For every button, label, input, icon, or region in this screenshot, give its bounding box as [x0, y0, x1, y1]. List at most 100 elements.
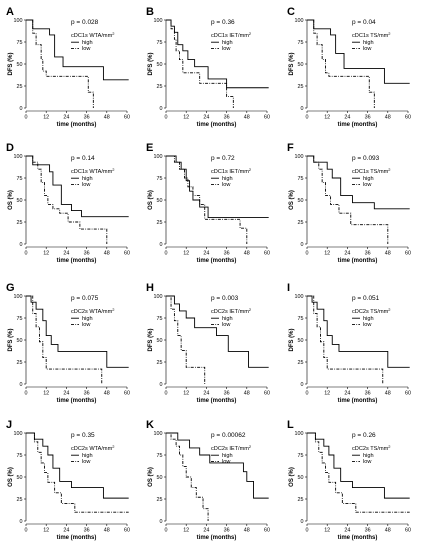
legend-label-high: high — [222, 316, 233, 322]
y-tick-label: 25 — [298, 220, 304, 226]
y-tick-label: 0 — [160, 519, 163, 525]
p-value-label: p = 0.003 — [211, 295, 239, 302]
x-tick-label: 60 — [405, 391, 411, 397]
p-value-label: p = 0.075 — [71, 295, 99, 302]
km-panel-l: L 0 25 50 75 100 0 12 24 36 48 60 OS (%) time (months… — [287, 419, 411, 541]
x-tick-label: 12 — [183, 528, 189, 534]
y-axis-label: OS (%) — [289, 467, 295, 487]
y-tick-label: 75 — [17, 316, 23, 322]
km-curve-high — [26, 155, 129, 218]
km-curve-low — [166, 295, 206, 384]
km-panel-e: E 0 25 50 75 100 0 12 24 36 48 60 OS (%) time (months… — [146, 142, 270, 264]
y-tick-label: 100 — [154, 18, 163, 24]
p-value-label: p = 0.051 — [352, 295, 380, 302]
legend-title: cDC2s WTA/mm2 — [71, 307, 115, 316]
x-tick-label: 48 — [104, 115, 110, 121]
x-tick-label: 12 — [324, 391, 330, 397]
y-tick-label: 0 — [301, 519, 304, 525]
y-tick-label: 100 — [14, 431, 23, 437]
x-tick-label: 48 — [104, 528, 110, 534]
x-tick-label: 0 — [306, 115, 309, 121]
x-tick-label: 36 — [365, 391, 371, 397]
y-tick-label: 75 — [17, 453, 23, 459]
y-axis-label: DFS (%) — [8, 329, 14, 352]
p-value-label: p = 0.72 — [211, 155, 235, 162]
y-tick-label: 75 — [157, 176, 163, 182]
x-tick-label: 48 — [385, 115, 391, 121]
y-tick-label: 100 — [295, 18, 304, 24]
x-tick-label: 48 — [244, 528, 250, 534]
y-tick-label: 25 — [157, 220, 163, 226]
legend-label-high: high — [82, 40, 93, 46]
x-tick-label: 36 — [84, 251, 90, 257]
km-panel-c: C 0 25 50 75 100 0 12 24 36 48 60 DFS (%) time (month… — [287, 6, 411, 128]
km-curve-low — [26, 432, 129, 513]
legend-label-low: low — [82, 46, 91, 52]
y-tick-label: 75 — [298, 176, 304, 182]
x-tick-label: 24 — [63, 115, 69, 121]
legend-label-low: low — [222, 46, 231, 52]
x-tick-label: 60 — [264, 528, 270, 534]
x-tick-label: 60 — [124, 528, 130, 534]
x-tick-label: 0 — [165, 115, 168, 121]
x-tick-label: 60 — [264, 391, 270, 397]
legend-label-low: low — [82, 182, 91, 188]
legend-label-high: high — [82, 176, 93, 182]
legend-label-high: high — [222, 40, 233, 46]
km-curve-high — [307, 432, 410, 499]
p-value-label: p = 0.26 — [352, 432, 376, 439]
y-axis-label: OS (%) — [8, 467, 14, 487]
km-curve-low — [26, 155, 108, 244]
panel-letter: C — [287, 6, 295, 18]
km-curve-low — [307, 155, 389, 244]
panel-letter: F — [287, 142, 294, 154]
km-curve-high — [26, 295, 129, 368]
km-curve-low — [307, 432, 410, 513]
km-panel-h: H 0 25 50 75 100 0 12 24 36 48 60 DFS (%) time (month… — [146, 282, 270, 404]
x-tick-label: 0 — [165, 251, 168, 257]
y-tick-label: 25 — [298, 84, 304, 90]
x-tick-label: 36 — [365, 115, 371, 121]
x-tick-label: 48 — [104, 391, 110, 397]
y-tick-label: 100 — [295, 154, 304, 160]
legend-title: cDC1s WTA/mm2 — [71, 31, 115, 40]
x-axis-label: time (months) — [197, 398, 237, 404]
y-tick-label: 100 — [154, 431, 163, 437]
x-axis-label: time (months) — [338, 535, 378, 541]
x-tick-label: 12 — [183, 391, 189, 397]
km-panel-a: A 0 25 50 75 100 0 12 24 36 48 60 DFS (%) time (month… — [6, 6, 130, 128]
y-axis-label: DFS (%) — [148, 53, 154, 76]
x-tick-label: 24 — [63, 391, 69, 397]
y-tick-label: 50 — [298, 338, 304, 344]
y-tick-label: 100 — [14, 154, 23, 160]
p-value-label: p = 0.093 — [352, 155, 380, 162]
legend-label-high: high — [222, 453, 233, 459]
km-curve-high — [166, 295, 269, 368]
km-curve-low — [166, 155, 248, 244]
y-axis-label: OS (%) — [8, 190, 14, 210]
x-tick-label: 0 — [25, 391, 28, 397]
x-tick-label: 60 — [405, 251, 411, 257]
legend-label-high: high — [82, 316, 93, 322]
panel-letter: L — [287, 419, 294, 431]
y-tick-label: 0 — [20, 519, 23, 525]
x-axis-label: time (months) — [338, 258, 378, 264]
y-tick-label: 0 — [160, 106, 163, 112]
km-panel-j: J 0 25 50 75 100 0 12 24 36 48 60 OS (%) time (months… — [6, 419, 130, 541]
x-tick-label: 60 — [405, 528, 411, 534]
y-tick-label: 25 — [157, 497, 163, 503]
y-axis-label: DFS (%) — [289, 53, 295, 76]
y-tick-label: 75 — [17, 40, 23, 46]
y-tick-label: 0 — [301, 382, 304, 388]
p-value-label: p = 0.14 — [71, 155, 95, 162]
y-tick-label: 50 — [17, 62, 23, 68]
km-panel-f: F 0 25 50 75 100 0 12 24 36 48 60 OS (%) time (months… — [287, 142, 411, 264]
p-value-label: p = 0.04 — [352, 19, 376, 26]
km-curve-low — [307, 19, 375, 108]
panel-letter: G — [6, 282, 15, 294]
y-tick-label: 50 — [157, 62, 163, 68]
x-tick-label: 0 — [165, 528, 168, 534]
km-panel-g: G 0 25 50 75 100 0 12 24 36 48 60 DFS (%) time (month… — [6, 282, 130, 404]
y-tick-label: 25 — [17, 220, 23, 226]
y-tick-label: 25 — [298, 497, 304, 503]
